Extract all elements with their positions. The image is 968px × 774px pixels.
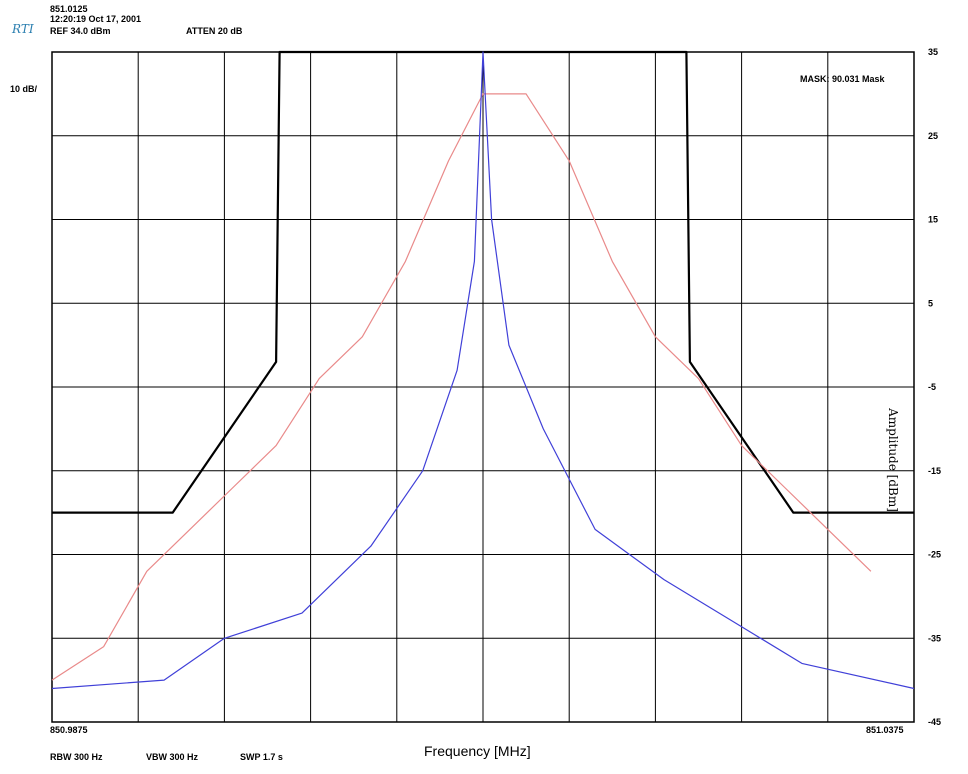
scale-per-division: 10 dB/	[10, 84, 38, 94]
sweep-time-label: SWP 1.7 s	[240, 752, 283, 762]
center-frequency: 851.0125	[50, 4, 88, 14]
y-tick-label: 25	[928, 131, 938, 141]
mask-label: MASK: 90.031 Mask	[800, 74, 885, 84]
timestamp: 12:20:19 Oct 17, 2001	[50, 14, 142, 24]
y-tick-label: 15	[928, 215, 938, 225]
x-axis-title: Frequency [MHz]	[424, 743, 531, 759]
vbw-label: VBW 300 Hz	[146, 752, 199, 762]
reference-level: REF 34.0 dBm	[50, 26, 111, 36]
y-tick-label: -45	[928, 717, 941, 727]
red-trace	[51, 93, 872, 681]
y-tick-label: -35	[928, 633, 941, 643]
x-start-label: 850.9875	[50, 725, 88, 735]
brand-logo: RTI	[12, 22, 34, 36]
y-tick-label: -25	[928, 550, 941, 560]
y-tick-label: 5	[928, 298, 933, 308]
blue-trace	[51, 51, 915, 690]
y-tick-label: 35	[928, 47, 938, 57]
rbw-label: RBW 300 Hz	[50, 752, 103, 762]
attenuation: ATTEN 20 dB	[186, 26, 243, 36]
x-end-label: 851.0375	[866, 725, 904, 735]
y-tick-label: -5	[928, 382, 936, 392]
y-tick-label: -15	[928, 466, 941, 476]
